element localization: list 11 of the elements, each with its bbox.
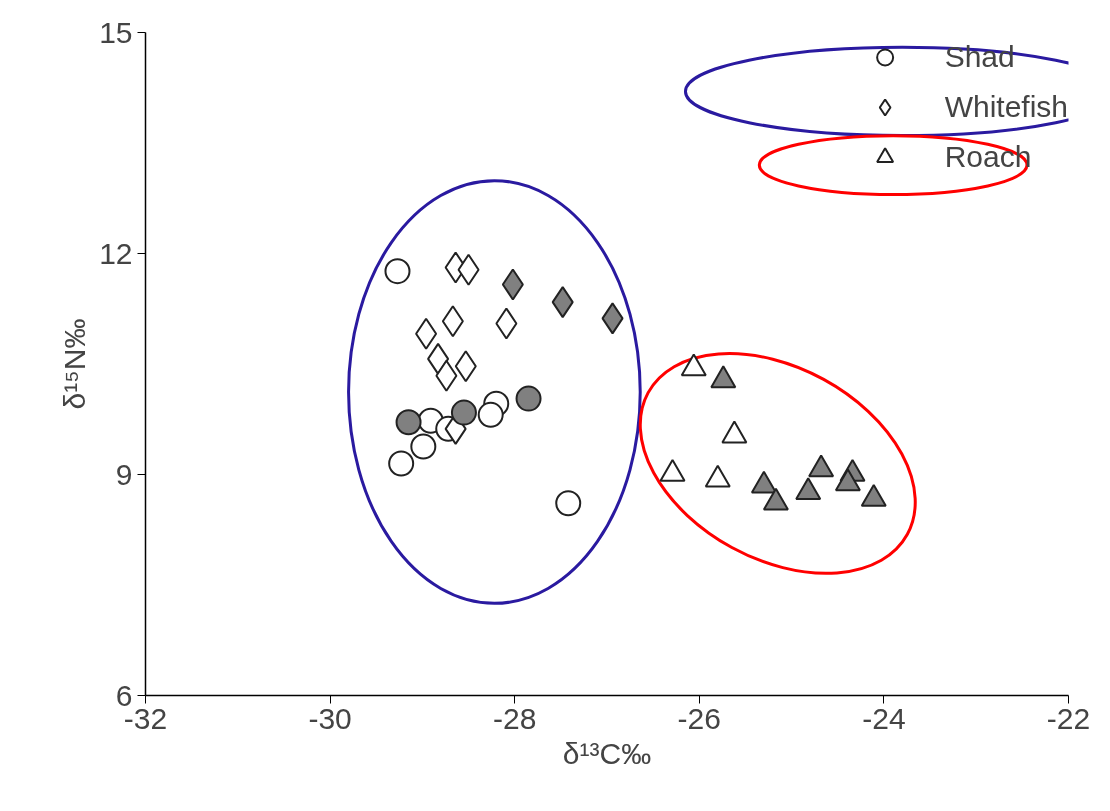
- x-tick-label: -26: [677, 701, 721, 735]
- x-tick-label: -22: [1046, 701, 1091, 735]
- x-axis-title: δ¹³C‰: [562, 736, 652, 770]
- y-axis-title: δ¹⁵N‰: [58, 318, 92, 410]
- x-tick-label: -24: [862, 701, 906, 735]
- y-tick-label: 15: [99, 15, 133, 49]
- legend-label: Whitefish: [944, 89, 1068, 125]
- x-tick-label: -30: [308, 701, 352, 735]
- y-tick-label: 12: [99, 236, 133, 270]
- y-tick-label: 9: [115, 457, 133, 491]
- x-tick-label: -28: [493, 701, 537, 735]
